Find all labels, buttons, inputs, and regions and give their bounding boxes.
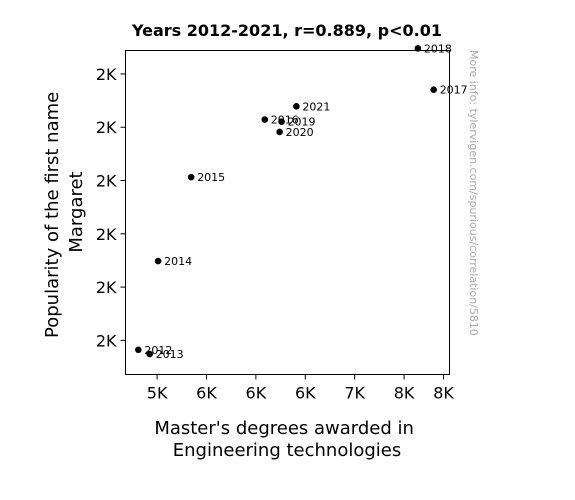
x-axis: 5K 6K 6K 6K 7K 8K 8K bbox=[147, 374, 454, 403]
data-point bbox=[276, 128, 283, 136]
watermark-text: More info: tylervigen.com/spurious/corre… bbox=[467, 50, 480, 336]
data-point-label: 2015 bbox=[197, 171, 225, 184]
data-point bbox=[414, 45, 422, 52]
x-tick-label: 6K bbox=[196, 384, 217, 403]
y-tick-label: 2K bbox=[96, 278, 117, 297]
x-tick-label: 5K bbox=[147, 384, 168, 403]
x-axis-label-line-1: Master's degrees awarded in bbox=[154, 418, 414, 439]
y-tick-label: 2K bbox=[96, 172, 117, 191]
data-point-label: 2016 bbox=[271, 114, 299, 127]
data-point-label: 2013 bbox=[156, 348, 184, 361]
y-axis-label-line-2: Margaret bbox=[66, 171, 87, 252]
y-axis-label-line-1: Popularity of the first name bbox=[42, 92, 63, 338]
y-tick-label: 2K bbox=[96, 225, 117, 244]
x-tick-label: 6K bbox=[246, 384, 267, 403]
data-point bbox=[261, 116, 269, 123]
x-axis-label-line-2: Engineering technologies bbox=[173, 440, 401, 461]
x-axis-label: Master's degrees awarded in Engineering … bbox=[154, 418, 419, 461]
chart-title: Years 2012-2021, r=0.889, p<0.01 bbox=[131, 21, 442, 40]
data-point-label: 2014 bbox=[164, 255, 192, 268]
plot-area bbox=[125, 50, 450, 375]
data-point bbox=[187, 173, 195, 181]
data-point bbox=[278, 118, 285, 125]
y-axis: 2K 2K 2K 2K 2K 2K bbox=[96, 65, 126, 350]
x-tick-label: 6K bbox=[295, 384, 316, 403]
data-point bbox=[293, 103, 300, 110]
data-point-label: 2021 bbox=[302, 100, 330, 113]
y-tick-label: 2K bbox=[96, 331, 117, 350]
y-tick-label: 2K bbox=[96, 65, 117, 84]
y-tick-label: 2K bbox=[96, 118, 117, 137]
data-point bbox=[154, 257, 162, 265]
data-point-label: 2018 bbox=[424, 42, 452, 55]
x-tick-label: 8K bbox=[394, 384, 415, 403]
x-tick-label: 7K bbox=[344, 384, 365, 403]
data-point-label: 2019 bbox=[288, 116, 316, 129]
data-point bbox=[430, 86, 437, 94]
data-point bbox=[135, 346, 142, 354]
data-point-label: 2017 bbox=[440, 84, 468, 97]
data-point bbox=[146, 350, 154, 358]
x-tick-label: 8K bbox=[433, 384, 454, 403]
data-point-label: 2020 bbox=[286, 126, 314, 139]
y-axis-label: Popularity of the first name Margaret bbox=[42, 86, 87, 338]
